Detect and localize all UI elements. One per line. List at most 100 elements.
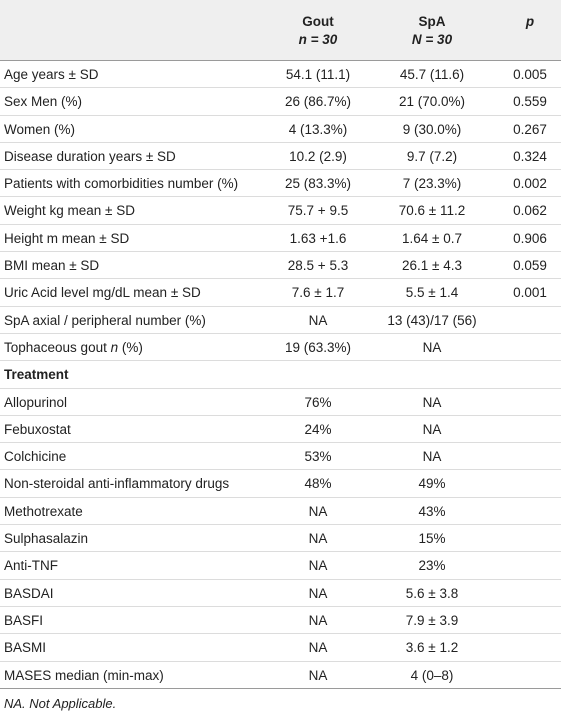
label-part: n — [110, 339, 119, 355]
label-part: Tophaceous gout — [4, 339, 107, 355]
spa-cell: NA — [422, 449, 442, 465]
header-text: n = 30 — [298, 32, 338, 47]
gout-cell: 54.1 (11.1) — [285, 67, 351, 82]
spa-cell: 9 (30.0%) — [402, 121, 462, 137]
p-cell: 0.059 — [513, 258, 547, 274]
p-cell: 0.001 — [513, 285, 547, 301]
gout-cell: NA — [308, 312, 328, 328]
spa-cell: NA — [422, 394, 442, 410]
gout-cell: NA — [308, 585, 328, 601]
row-label: Uric Acid level mg/dL mean ± SD — [4, 285, 201, 301]
table-row: BASMI NA 3.6 ± 1.2 — [0, 634, 561, 662]
gout-cell: 24% — [304, 421, 332, 437]
p-cell: 0.005 — [513, 67, 547, 82]
table-body: Age years ± SD 54.1 (11.1) 45.7 (11.6) 0.00… — [0, 61, 561, 689]
p-cell: 0.002 — [513, 176, 547, 192]
table-row: Age years ± SD 54.1 (11.1) 45.7 (11.6) 0.00… — [0, 61, 561, 89]
spa-cell: 3.6 ± 1.2 — [405, 640, 459, 656]
table-row: Non-steroidal anti-inflammatory drugs 48%… — [0, 470, 561, 498]
footnote: NA. Not Applicable. — [4, 696, 117, 711]
row-label: Patients with comorbidities number (%) — [4, 176, 239, 192]
table-row: Anti-TNF NA 23% — [0, 552, 561, 580]
table-row: Women (%) 4 (13.3%) 9 (30.0%) 0.267 — [0, 116, 561, 143]
gout-cell: 1.63 +1.6 — [289, 230, 347, 246]
row-label: MASES median (min-max) — [4, 667, 164, 683]
p-cell: 0.559 — [513, 94, 547, 110]
row-label: BASMI — [4, 640, 47, 656]
row-label: SpA axial / peripheral number (%) — [4, 312, 206, 328]
row-label: Disease duration years ± SD — [4, 148, 176, 164]
table-header: Gout n = 30 SpA N = 30 p — [0, 0, 561, 61]
table-row: BASFI NA 7.9 ± 3.9 — [0, 607, 561, 635]
table-row: Tophaceous gout n (%) 19 (63.3%) NA — [0, 334, 561, 362]
gout-cell: 7.6 ± 1.7 — [291, 285, 345, 301]
gout-cell: 48% — [304, 476, 332, 492]
gout-cell: NA — [308, 640, 328, 656]
table-row: Sex Men (%) 26 (86.7%) 21 (70.0%) 0.559 — [0, 88, 561, 116]
header-text: N = 30 — [411, 32, 453, 47]
spa-cell: 5.5 ± 1.4 — [405, 285, 459, 301]
row-label: Febuxostat — [4, 421, 71, 437]
spa-cell: 70.6 ± 11.2 — [398, 203, 466, 219]
row-label: Weight kg mean ± SD — [4, 203, 135, 219]
table-row: SpA axial / peripheral number (%) NA 13 (4… — [0, 307, 561, 334]
row-label: Colchicine — [4, 449, 67, 465]
row-label: BASDAI — [4, 585, 54, 601]
gout-cell: 19 (63.3%) — [284, 339, 352, 355]
table-row: Febuxostat 24% NA — [0, 416, 561, 444]
gout-cell: NA — [308, 667, 328, 683]
table-row: BASDAI NA 5.6 ± 3.8 — [0, 580, 561, 607]
gout-cell: 26 (86.7%) — [284, 94, 352, 110]
row-label: Tophaceous gout n (%) — [4, 334, 143, 361]
spa-cell: 9.7 (7.2) — [406, 148, 458, 164]
spa-cell: NA — [422, 339, 442, 355]
gout-cell: 10.2 (2.9) — [289, 148, 347, 164]
gout-cell: 25 (83.3%) — [284, 176, 352, 192]
row-label: Allopurinol — [4, 394, 68, 410]
table-row: Treatment — [0, 361, 561, 389]
gout-cell: 75.7 + 9.5 — [287, 203, 349, 219]
row-label: Anti-TNF — [4, 558, 58, 574]
spa-cell: 21 (70.0%) — [398, 94, 466, 110]
row-label: Methotrexate — [4, 503, 83, 519]
spa-cell: 43% — [418, 503, 446, 519]
gout-cell: 28.5 + 5.3 — [287, 258, 349, 274]
header-text: SpA — [418, 14, 446, 29]
table-row: BMI mean ± SD 28.5 + 5.3 26.1 ± 4.3 0.059 — [0, 252, 561, 280]
row-label: Women (%) — [4, 121, 76, 137]
header-text: p — [525, 14, 535, 29]
spa-cell: 4 (0–8) — [410, 667, 454, 683]
header-cell: SpA N = 30 — [377, 13, 487, 49]
spa-cell: 26.1 ± 4.3 — [402, 258, 462, 274]
table-row: Methotrexate NA 43% — [0, 498, 561, 526]
section-label: Treatment — [4, 367, 69, 383]
row-label: Height m mean ± SD — [4, 230, 130, 246]
p-cell: 0.324 — [513, 148, 547, 164]
p-cell: 0.267 — [513, 121, 547, 137]
spa-cell: 1.64 ± 0.7 — [402, 230, 462, 246]
spa-cell: 49% — [418, 476, 446, 492]
table-row: Colchicine 53% NA — [0, 443, 561, 471]
gout-cell: 76% — [304, 394, 332, 410]
gout-cell: 4 (13.3%) — [288, 121, 348, 137]
table-row: MASES median (min-max) NA 4 (0–8) — [0, 662, 561, 689]
label-part: (%) — [121, 339, 143, 355]
table-row: Uric Acid level mg/dL mean ± SD 7.6 ± 1.7… — [0, 279, 561, 307]
table-row: Height m mean ± SD 1.63 +1.6 1.64 ± 0.7 0.9… — [0, 225, 561, 253]
spa-cell: 15% — [418, 531, 446, 547]
row-label: Age years ± SD — [4, 67, 99, 82]
header-cell: p — [500, 13, 560, 31]
row-label: BMI mean ± SD — [4, 258, 100, 274]
table-row: Weight kg mean ± SD 75.7 + 9.5 70.6 ± 11.2… — [0, 197, 561, 225]
spa-cell: 13 (43)/17 (56) — [387, 312, 477, 328]
spa-cell: 7.9 ± 3.9 — [405, 612, 459, 628]
table-row: Patients with comorbidities number (%) 25… — [0, 170, 561, 198]
spa-cell: 23% — [418, 558, 446, 574]
p-cell: 0.906 — [513, 230, 547, 246]
spa-cell: 5.6 ± 3.8 — [405, 585, 459, 601]
table-row: Sulphasalazin NA 15% — [0, 525, 561, 553]
row-label: Non-steroidal anti-inflammatory drugs — [4, 476, 230, 492]
table-row: Allopurinol 76% NA — [0, 389, 561, 416]
row-label: BASFI — [4, 612, 44, 628]
